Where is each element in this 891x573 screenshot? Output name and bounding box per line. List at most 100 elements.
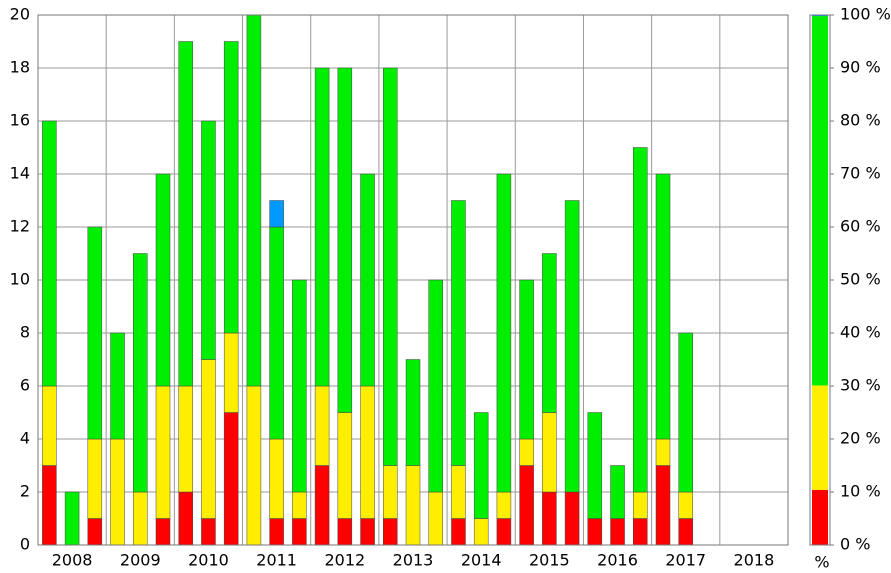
bar-segment [451, 200, 466, 466]
bar-segment [155, 385, 171, 519]
bar-segment [223, 332, 239, 413]
bar-segment [42, 120, 57, 387]
bar-segment [383, 465, 398, 519]
y2-tick-label: 100 % [840, 5, 891, 24]
y-tick-label: 4 [20, 429, 30, 448]
bar-segment [633, 147, 648, 493]
y-tick-label: 12 [10, 217, 30, 236]
bar-segment [201, 518, 216, 546]
share-segment [812, 385, 828, 490]
bar-segment [201, 120, 216, 360]
y-tick-label: 6 [20, 376, 30, 395]
bar-segment [133, 253, 148, 493]
y2-tick-label: 20 % [840, 429, 881, 448]
y2-tick-label: 30 % [840, 376, 881, 395]
bar-segment [678, 332, 693, 493]
bar-segment [314, 385, 330, 466]
bar-segment [519, 465, 534, 546]
bar-segment [360, 173, 375, 387]
bar-segment [360, 518, 375, 546]
bar-segment [542, 491, 557, 546]
bar-segment [655, 438, 671, 466]
bar-segment [610, 465, 625, 519]
y2-tick-label: 70 % [840, 164, 881, 183]
bar-segment [655, 173, 671, 440]
bar-segment [223, 41, 239, 334]
x-tick-label: 2015 [529, 551, 570, 570]
bar-segment [360, 385, 375, 519]
y-tick-label: 0 [20, 535, 30, 554]
bar-segment [428, 491, 443, 546]
bar-segment [87, 226, 103, 440]
bar-segment [496, 173, 512, 493]
bar-segment [269, 518, 284, 546]
bar-segment [519, 279, 534, 440]
y2-tick-label: 90 % [840, 58, 881, 77]
x-tick-label: 2017 [665, 551, 706, 570]
y2-tick-label: 10 % [840, 482, 881, 501]
bar-segment [451, 465, 466, 519]
bar-segment [383, 67, 398, 466]
y-tick-label: 20 [10, 5, 30, 24]
bar-segment [292, 518, 307, 546]
share-label: % [814, 553, 829, 572]
y2-tick-label: 80 % [840, 111, 881, 130]
x-tick-label: 2018 [734, 551, 775, 570]
bar-segment [246, 14, 262, 387]
share-segment [812, 16, 828, 386]
bar-segment [587, 412, 603, 519]
bar-segment [428, 279, 443, 493]
bar-segment [519, 438, 534, 466]
bar-segment [155, 518, 171, 546]
bar-segment [496, 491, 512, 519]
y-tick-label: 16 [10, 111, 30, 130]
bar-segment [405, 465, 421, 546]
bar-segment [64, 491, 80, 546]
bar-segment [269, 438, 284, 519]
bar-segment [678, 491, 693, 519]
bar-segment [405, 359, 421, 466]
y2-tick-label: 0 % [840, 535, 870, 554]
bar-segment [314, 67, 330, 387]
bar-segment [337, 412, 353, 519]
bar-segment [633, 518, 648, 546]
bar-segment [337, 67, 353, 413]
bar-segment [269, 226, 284, 440]
bar-segment [678, 518, 693, 546]
bar-segment [201, 359, 216, 519]
bar-segment [178, 41, 193, 387]
share-segment [812, 489, 828, 545]
bar-segment [42, 385, 57, 466]
bar-segment [473, 518, 489, 546]
bar-segment [610, 518, 625, 546]
x-tick-label: 2009 [120, 551, 161, 570]
bar-segment [383, 518, 398, 546]
x-tick-label: 2013 [393, 551, 434, 570]
bar-segment [178, 491, 193, 546]
bar-segment [564, 200, 580, 493]
y-tick-label: 2 [20, 482, 30, 501]
x-tick-label: 2008 [52, 551, 93, 570]
bar-segment [133, 491, 148, 546]
y2-tick-label: 40 % [840, 323, 881, 342]
y-tick-label: 14 [10, 164, 30, 183]
bar-segment [178, 385, 193, 493]
bar-segment [655, 465, 671, 546]
bar-segment [110, 332, 125, 440]
bar-segment [292, 491, 307, 519]
y-tick-label: 18 [10, 58, 30, 77]
bar-segment [564, 491, 580, 546]
x-tick-label: 2014 [461, 551, 502, 570]
y-tick-label: 8 [20, 323, 30, 342]
x-tick-label: 2011 [256, 551, 297, 570]
y2-tick-label: 50 % [840, 270, 881, 289]
bar-segment [87, 518, 103, 546]
x-tick-label: 2010 [188, 551, 229, 570]
x-tick-label: 2012 [324, 551, 365, 570]
bar-segment [314, 465, 330, 546]
bar-segment [496, 518, 512, 546]
y-tick-label: 10 [10, 270, 30, 289]
bar-segment [542, 412, 557, 493]
bar-segment [87, 438, 103, 519]
